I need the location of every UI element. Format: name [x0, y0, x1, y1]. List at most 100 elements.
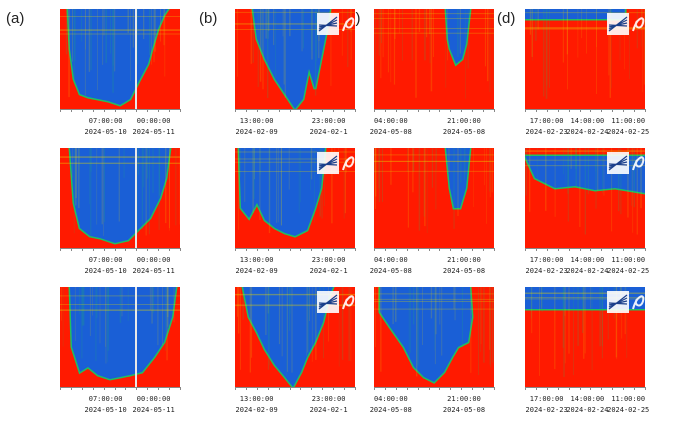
- spectrogram-image: [374, 287, 494, 387]
- axis-tick: [115, 109, 116, 112]
- axis-line: [525, 248, 645, 253]
- axis-tick: [558, 387, 559, 390]
- spectrogram-tile: [525, 287, 645, 387]
- axis-tick: [407, 248, 408, 251]
- axis-tick: [93, 109, 94, 112]
- tick-label-time: 21:00:00: [447, 256, 481, 264]
- tick-label-time: 13:00:00: [240, 117, 274, 125]
- tick-label-time: 11:00:00: [611, 117, 645, 125]
- axis-tick: [290, 248, 291, 251]
- tick-label-date: 2024-02-1: [310, 406, 348, 414]
- tick-label-time: 21:00:00: [447, 117, 481, 125]
- axis-tick: [418, 387, 419, 390]
- tick-label-time: 07:00:00: [89, 256, 123, 264]
- tick-label-time: 17:00:00: [530, 395, 564, 403]
- axis-tick: [461, 387, 462, 390]
- axis-tick: [494, 109, 495, 112]
- axis-tick: [344, 387, 345, 390]
- axis-tick: [461, 248, 462, 251]
- tick-label-date: 2024-02-25: [607, 406, 649, 414]
- axis-tick: [385, 248, 386, 251]
- axis-tick: [180, 387, 181, 390]
- axis-tick: [407, 109, 408, 112]
- tick-label-time: 07:00:00: [89, 117, 123, 125]
- spectrogram-tile: [60, 9, 180, 109]
- axis-tick: [169, 248, 170, 251]
- axis-tick: [472, 387, 473, 390]
- axis-tick: [279, 248, 280, 251]
- axis-tick: [396, 387, 397, 390]
- axis-tick: [71, 248, 72, 251]
- axis-tick: [268, 248, 269, 251]
- tick-label-date: 2024-02-09: [236, 267, 278, 275]
- tick-label-date: 2024-02-1: [310, 128, 348, 136]
- axis-tick: [355, 109, 356, 112]
- axis-tick: [115, 248, 116, 251]
- tick-label-date: 2024-02-24: [566, 128, 608, 136]
- axis-tick: [385, 109, 386, 112]
- axis-tick: [180, 248, 181, 251]
- axis-tick: [525, 387, 526, 390]
- axis-tick: [450, 109, 451, 112]
- axis-line: [374, 248, 494, 253]
- axis-tick: [590, 387, 591, 390]
- axis-tick: [601, 248, 602, 251]
- axis-tick: [158, 248, 159, 251]
- axis-tick: [71, 109, 72, 112]
- tick-label-date: 2024-02-09: [236, 406, 278, 414]
- axis-line: [235, 109, 355, 114]
- axis-tick: [235, 248, 236, 251]
- axis-tick: [525, 109, 526, 112]
- tick-label-time: 04:00:00: [374, 117, 408, 125]
- spectrogram-image: [60, 287, 180, 387]
- axis-tick: [472, 248, 473, 251]
- axis-tick: [82, 248, 83, 251]
- axis-tick: [257, 248, 258, 251]
- spectrogram-image: [60, 9, 180, 109]
- tick-label-date: 2024-05-08: [370, 267, 412, 275]
- axis-tick: [82, 109, 83, 112]
- tick-label-time: 23:00:00: [312, 117, 346, 125]
- axis-tick: [623, 248, 624, 251]
- axis-tick: [450, 248, 451, 251]
- spectrogram-image: [235, 287, 355, 387]
- axis-tick: [429, 109, 430, 112]
- axis-tick: [311, 387, 312, 390]
- tick-label-date: 2024-02-23: [526, 267, 568, 275]
- axis-tick: [125, 109, 126, 112]
- axis-line: [60, 109, 180, 114]
- axis-tick: [115, 387, 116, 390]
- axis-tick: [439, 109, 440, 112]
- axis-tick: [246, 248, 247, 251]
- axis-line: [374, 109, 494, 114]
- axis-tick: [60, 248, 61, 251]
- axis-tick: [623, 387, 624, 390]
- axis-tick: [268, 387, 269, 390]
- axis-tick: [322, 248, 323, 251]
- axis-tick: [104, 248, 105, 251]
- spectrogram-image: [60, 148, 180, 248]
- tick-label-time: 13:00:00: [240, 395, 274, 403]
- axis-tick: [374, 109, 375, 112]
- axis-tick: [536, 387, 537, 390]
- axis-tick: [125, 387, 126, 390]
- tick-label-time: 17:00:00: [530, 256, 564, 264]
- axis-tick: [569, 109, 570, 112]
- panel-label-a: (a): [6, 10, 24, 27]
- tick-label-date: 2024-05-10: [85, 406, 127, 414]
- axis-tick: [580, 248, 581, 251]
- axis-tick: [590, 109, 591, 112]
- axis-tick: [645, 248, 646, 251]
- axis-tick: [612, 109, 613, 112]
- axis-tick: [396, 248, 397, 251]
- axis-tick: [472, 109, 473, 112]
- axis-tick: [558, 109, 559, 112]
- tick-label-date: 2024-02-23: [526, 128, 568, 136]
- axis-tick: [136, 109, 137, 112]
